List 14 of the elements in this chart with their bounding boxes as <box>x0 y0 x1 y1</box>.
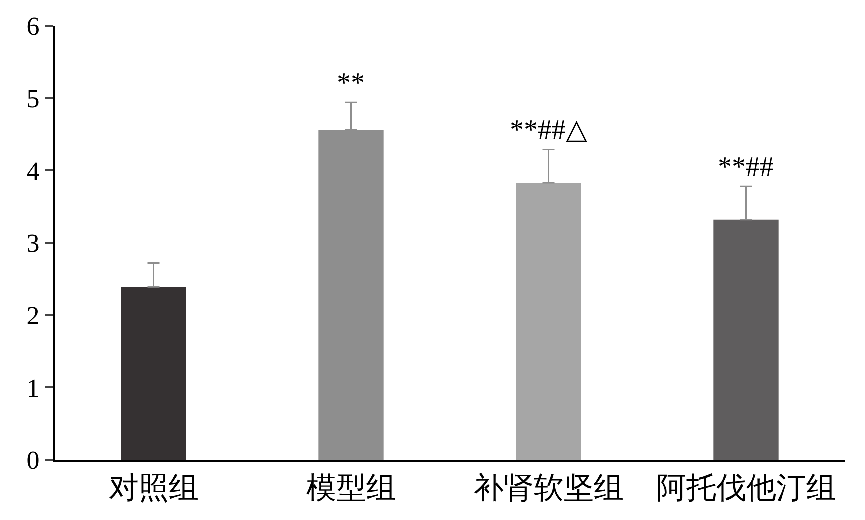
y-tick-label: 4 <box>26 156 40 186</box>
y-tick-label: 3 <box>26 229 40 258</box>
x-tick-label: 对照组 <box>108 471 199 506</box>
y-tick-label: 2 <box>26 301 40 330</box>
annotation: **##△ <box>510 115 588 146</box>
x-tick-label: 补肾软坚组 <box>474 471 624 506</box>
y-tick-label: 0 <box>26 446 40 476</box>
annotation: **## <box>718 152 774 183</box>
x-tick-label: 阿托伐他汀组 <box>656 471 836 506</box>
y-tick-label: 6 <box>26 12 40 42</box>
annotation: ** <box>337 68 365 99</box>
y-tick-label: 1 <box>26 374 40 403</box>
y-tick-label: 5 <box>26 84 40 114</box>
x-tick-label: 模型组 <box>306 471 396 506</box>
